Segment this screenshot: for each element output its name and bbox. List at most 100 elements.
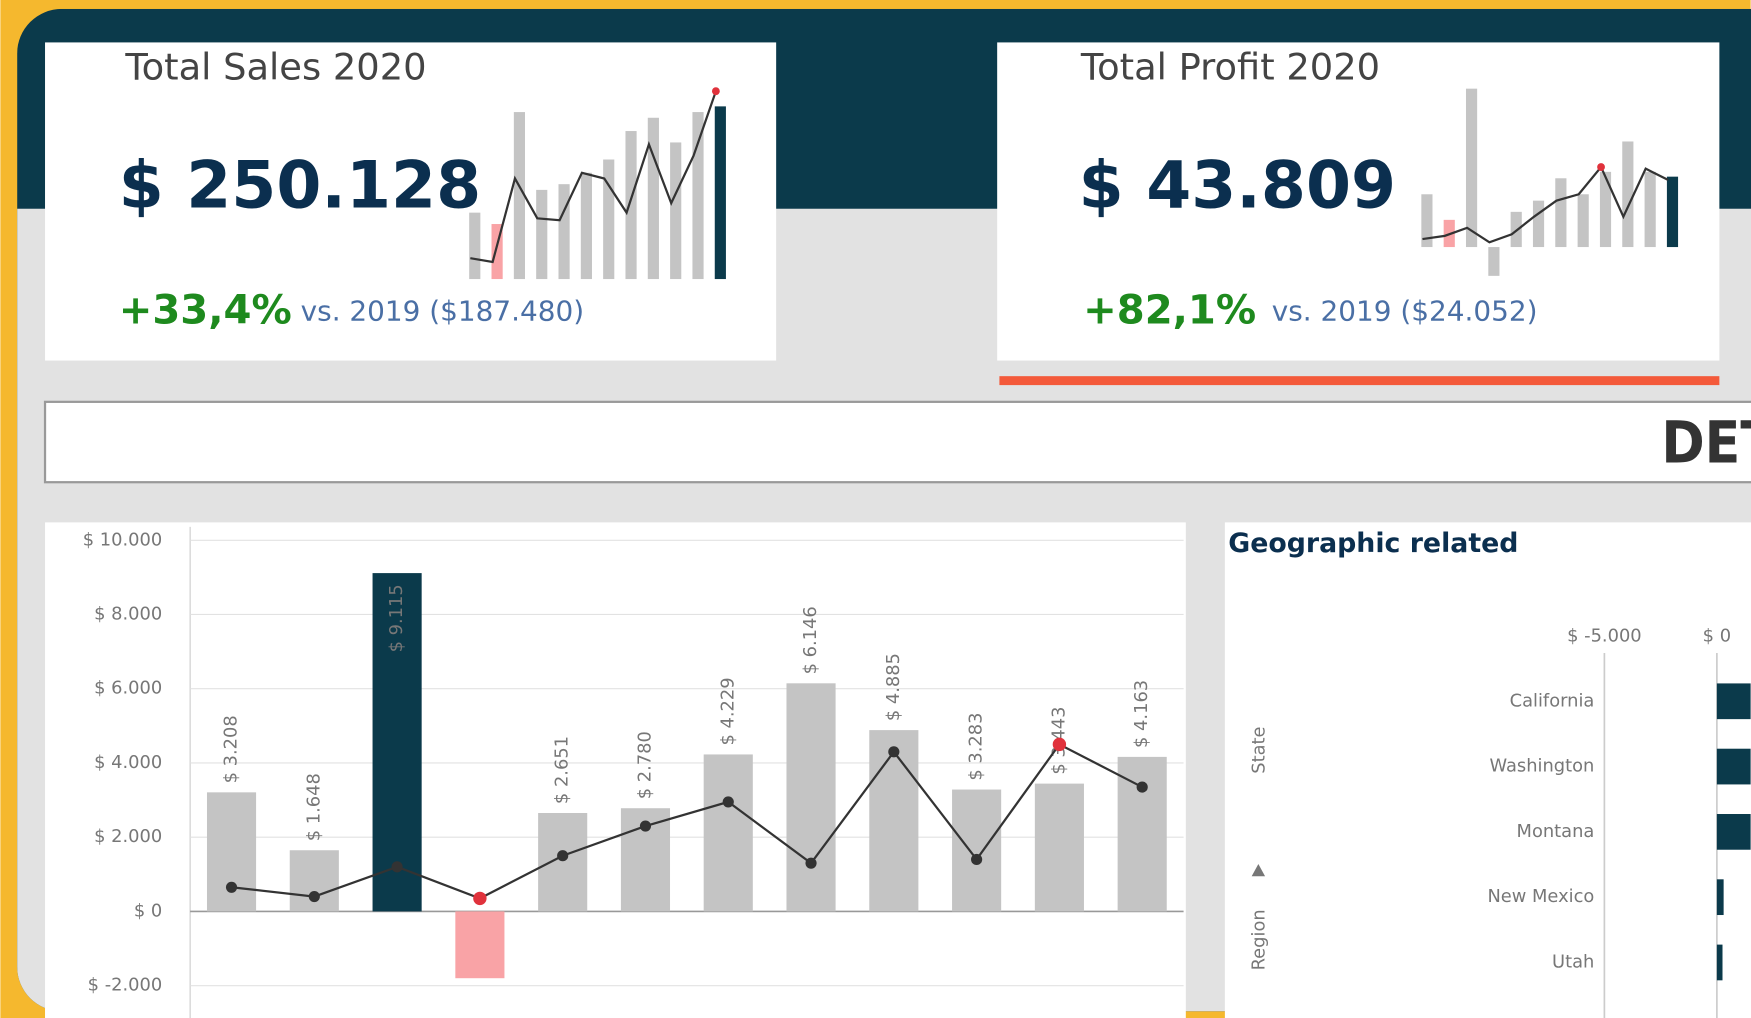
chart-panel [45,522,1186,1018]
category-label: New Mexico [1487,886,1594,907]
spark-bar [1599,171,1612,248]
value-label: $ 4.163 [1131,680,1152,748]
spark-bar [1622,141,1634,248]
bar [538,813,588,912]
kpi-comparison: vs. 2019 ($24.052) [1272,295,1538,328]
spark-bar [536,189,548,280]
bar [289,850,339,912]
x-tick-label: $ -5.000 [1567,625,1642,646]
y-tick-label: $ 4.000 [94,752,162,773]
geo-panel [1224,522,1751,1018]
bar [1716,879,1724,916]
geo-title: Geographic related [1228,528,1518,559]
spark-bar [647,117,659,280]
bar [455,911,505,979]
spark-highlight [711,87,720,96]
spark-bar [491,224,503,280]
bar [703,754,753,912]
bar [1117,756,1167,912]
kpi-change: +33,4% [119,288,292,334]
value-label: $ 4.229 [717,677,738,745]
banner [43,400,1751,484]
spark-bar [469,212,481,280]
spark-bar [1555,178,1567,248]
x-tick-label: $ 0 [1703,625,1731,646]
axis-label: State [1248,726,1269,773]
line-point [391,861,403,873]
bar [869,730,919,912]
spark-bar [558,184,570,280]
y-tick-label: $ 0 [134,900,162,921]
category-label: Utah [1552,951,1594,972]
bar [952,789,1002,912]
spark-bar [625,131,637,280]
line-point [888,746,900,758]
line-point [722,796,734,808]
spark-bar [1577,194,1589,248]
spark-bar [1421,194,1433,248]
spark-line [1422,164,1669,244]
y-tick-label: $ 2.000 [94,826,162,847]
banner-title: DETA [1661,409,1751,477]
spark-bar [670,142,682,280]
bar [786,683,836,912]
kpi-card [997,42,1720,361]
bar [1716,944,1723,981]
category-label: Washington [1489,756,1594,777]
y-tick-label: $ 6.000 [94,678,162,699]
value-label: $ 2.651 [552,736,573,804]
value-label: $ 6.146 [800,606,821,674]
bar [206,792,257,912]
spark-bar [714,106,726,280]
kpi-title: Total Profit 2020 [1080,46,1380,89]
category-label: Montana [1517,821,1595,842]
spark-bar [1465,88,1478,248]
bar [1716,748,1751,785]
line-point [971,853,983,866]
value-label: $ 4.885 [883,653,904,721]
spark-bar [1488,247,1500,276]
kpi-value: $ 250.128 [119,148,481,223]
y-tick-label: $ 8.000 [94,603,162,624]
kpi-title: Total Sales 2020 [124,46,426,89]
line-point [1052,737,1067,752]
value-label: $ 3.283 [966,713,987,781]
value-label: $ 9.115 [386,584,407,652]
spark-bar [1644,171,1656,248]
spark-bar [580,172,592,280]
spark-highlight [1597,163,1605,171]
line [231,742,1143,900]
line-point [557,850,569,862]
card-underline [999,376,1720,386]
bar [372,573,422,912]
kpi-change-line: +82,1% vs. 2019 ($24.052) [1083,288,1537,334]
axis-label: Region [1248,909,1269,970]
y-tick-label: $ -2.000 [88,975,163,996]
spark-bar [1666,176,1679,248]
value-label: $ 3.208 [221,715,242,783]
value-label: $ 2.780 [634,731,655,799]
spark-bar [1532,200,1545,248]
line-point [308,890,320,903]
line-point [225,881,238,893]
kpi-comparison: vs. 2019 ($187.480) [301,295,584,328]
sort-icon [1251,863,1266,877]
kpi-change-line: +33,4% vs. 2019 ($187.480) [119,288,584,334]
value-label: $ 1.648 [303,773,324,841]
line-point [805,857,817,869]
line-point [1136,781,1148,793]
spark-bar [692,112,704,280]
line-point [473,891,487,906]
spark-bar [603,159,615,280]
y-tick-label: $ 10.000 [83,529,162,550]
bar [1716,814,1751,850]
bar [1034,783,1084,912]
spark-line [470,90,717,264]
kpi-value: $ 43.809 [1079,148,1396,223]
spark-bar [513,112,526,280]
kpi-change: +82,1% [1083,288,1256,334]
category-label: California [1510,690,1595,711]
bar [1716,683,1751,720]
